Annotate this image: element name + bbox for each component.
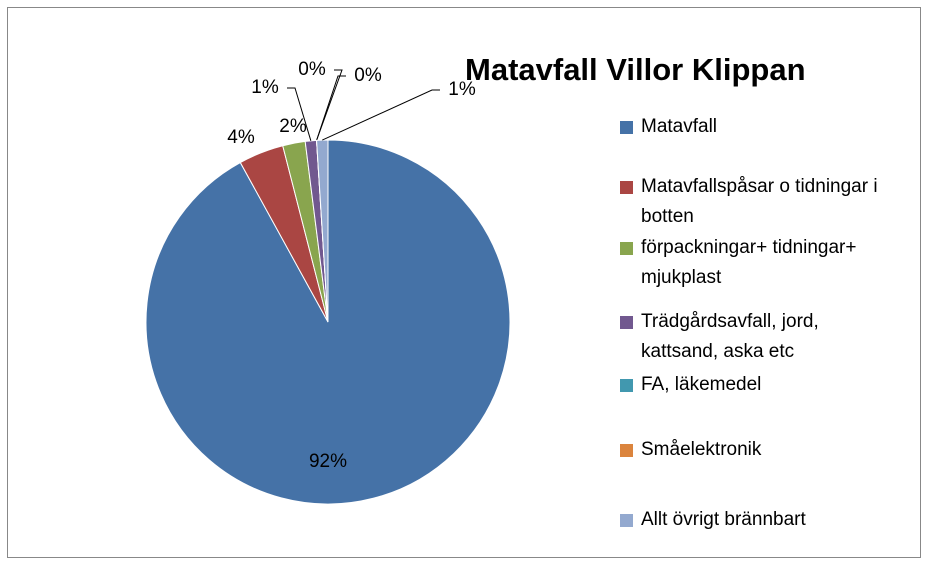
legend-label: Trädgårdsavfall, jord, kattsand, aska et… <box>641 311 819 362</box>
legend-label: Matavfallspåsar o tidningar i botten <box>641 176 878 227</box>
data-label: 1% <box>251 77 279 98</box>
data-label: 0% <box>354 65 382 86</box>
legend-label: Allt övrigt brännbart <box>641 509 806 530</box>
data-label: 2% <box>279 116 307 137</box>
legend-swatch <box>620 242 633 255</box>
legend-label: Matavfall <box>641 116 718 137</box>
legend-label: Småelektronik <box>641 439 762 460</box>
leader-line <box>322 89 440 141</box>
data-label: 4% <box>227 127 255 148</box>
legend-label: förpackningar+ tidningar+ mjukplast <box>641 237 857 288</box>
legend-swatch <box>620 379 633 392</box>
legend-label: FA, läkemedel <box>641 374 762 395</box>
legend-swatch <box>620 316 633 329</box>
chart-title: Matavfall Villor Klippan <box>465 52 806 87</box>
legend-swatch <box>620 444 633 457</box>
data-label: 0% <box>298 59 326 80</box>
leader-line <box>316 69 343 141</box>
legend-swatch <box>620 121 633 134</box>
leader-line <box>316 75 346 141</box>
leader-line <box>287 87 312 141</box>
legend-swatch <box>620 514 633 527</box>
pie-slice <box>316 139 329 323</box>
data-label: 92% <box>309 451 347 472</box>
legend-swatch <box>620 181 633 194</box>
data-label: 1% <box>448 79 476 100</box>
